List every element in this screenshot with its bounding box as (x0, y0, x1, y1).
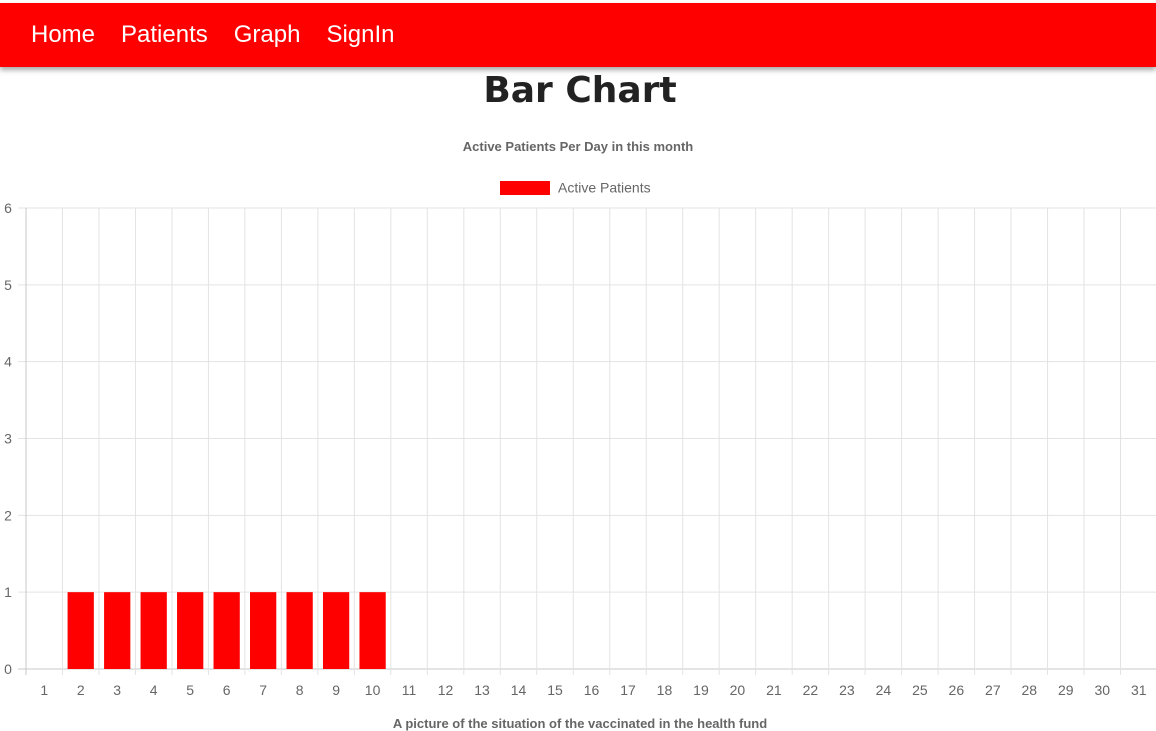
nav-patients-link[interactable]: Patients (121, 21, 208, 48)
y-tick-label: 1 (4, 584, 12, 600)
bar-day-5[interactable] (177, 592, 204, 669)
chart-caption: A picture of the situation of the vaccin… (392, 716, 768, 731)
x-tick-label: 28 (1022, 682, 1038, 698)
y-axis-ticks: 0 1 2 3 4 5 6 (4, 200, 12, 677)
x-tick-label: 13 (474, 682, 490, 698)
x-tick-label: 20 (730, 682, 746, 698)
x-tick-label: 18 (657, 682, 673, 698)
x-tick-label: 19 (693, 682, 709, 698)
page-title: Bar Chart (483, 70, 677, 111)
x-tick-label: 7 (259, 682, 267, 698)
bar-day-9[interactable] (322, 592, 350, 669)
x-tick-label: 24 (876, 682, 892, 698)
nav-signin-link[interactable]: SignIn (326, 21, 395, 48)
chart-grid (18, 207, 1156, 675)
x-tick-label: 15 (547, 682, 563, 698)
x-tick-label: 17 (620, 682, 636, 698)
bar-day-4[interactable] (140, 592, 167, 669)
y-tick-label: 2 (4, 507, 12, 523)
bar-day-8[interactable] (286, 592, 313, 669)
x-tick-label: 27 (985, 682, 1001, 698)
bar-day-10[interactable] (359, 592, 386, 669)
x-tick-label: 12 (438, 682, 454, 698)
bar-day-7[interactable] (250, 592, 277, 669)
x-tick-label: 9 (332, 682, 340, 698)
x-tick-label: 11 (402, 682, 417, 698)
y-tick-label: 6 (4, 200, 12, 216)
bar-day-2[interactable] (67, 592, 94, 669)
bar-day-3[interactable] (104, 592, 131, 669)
x-tick-label: 10 (365, 682, 381, 698)
nav-graph-link[interactable]: Graph (233, 21, 301, 48)
x-tick-label: 8 (296, 682, 304, 698)
y-tick-label: 4 (4, 354, 12, 370)
x-tick-label: 4 (150, 682, 158, 698)
x-tick-label: 3 (113, 682, 121, 698)
x-tick-label: 26 (949, 682, 965, 698)
x-tick-label: 21 (766, 682, 782, 698)
x-tick-label: 23 (839, 682, 855, 698)
chart-title: Active Patients Per Day in this month (463, 139, 694, 154)
bar-day-6[interactable] (213, 592, 240, 669)
chart-bars (67, 592, 386, 669)
x-tick-label: 31 (1131, 682, 1147, 698)
legend-label[interactable]: Active Patients (558, 180, 651, 196)
x-tick-label: 30 (1094, 682, 1110, 698)
x-tick-label: 16 (584, 682, 600, 698)
bar-chart: Active Patients Per Day in this month Ac… (4, 139, 1156, 698)
top-navbar: Home Patients Graph SignIn (0, 3, 1156, 67)
x-tick-label: 25 (912, 682, 928, 698)
x-tick-label: 14 (511, 682, 527, 698)
x-tick-label: 1 (40, 682, 48, 698)
nav-home-link[interactable]: Home (31, 21, 96, 48)
x-tick-label: 2 (77, 682, 85, 698)
x-tick-label: 6 (223, 682, 231, 698)
y-tick-label: 0 (4, 661, 12, 677)
x-axis-ticks: 1 2 3 4 5 6 7 8 9 10 11 12 13 14 15 16 17 18 19 20 21 22 23 24 2… (40, 682, 1146, 698)
x-tick-label: 29 (1058, 682, 1074, 698)
x-tick-label: 5 (186, 682, 194, 698)
x-tick-label: 22 (803, 682, 819, 698)
y-tick-label: 5 (4, 277, 12, 293)
legend-swatch[interactable] (500, 181, 550, 195)
y-tick-label: 3 (4, 431, 12, 447)
